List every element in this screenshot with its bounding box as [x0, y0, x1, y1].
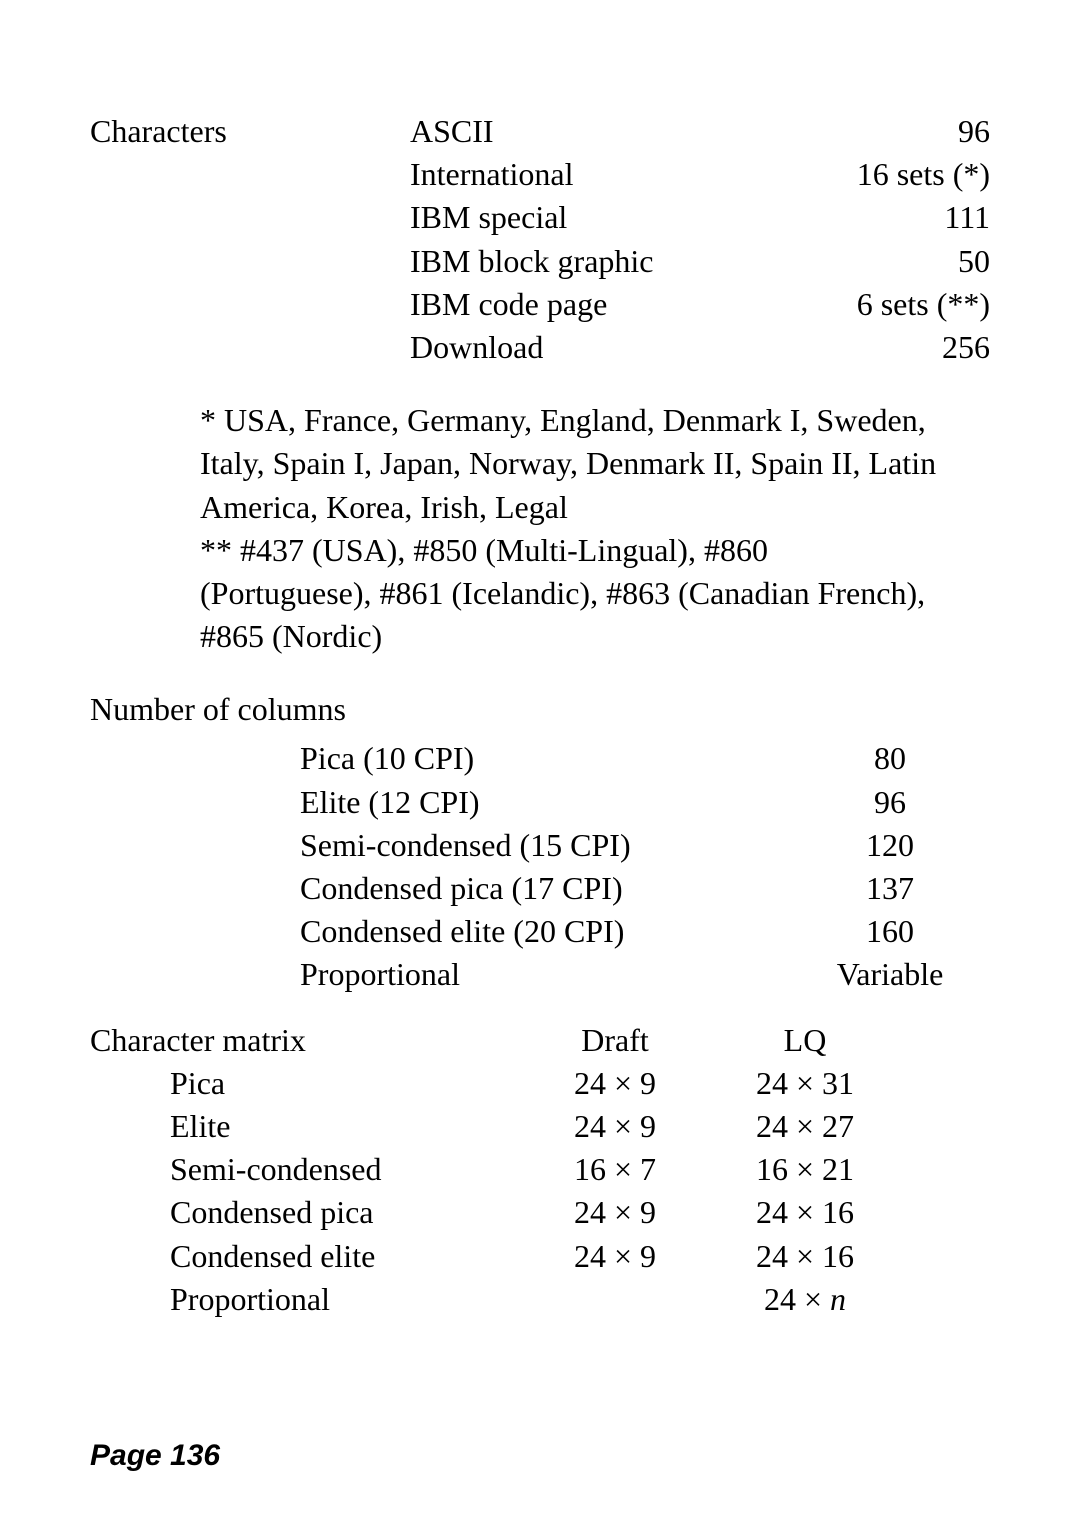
columns-value: 80	[790, 737, 990, 780]
matrix-title: Character matrix	[90, 1019, 520, 1062]
columns-value: Variable	[790, 953, 990, 996]
matrix-draft-value: 24 × 9	[520, 1105, 710, 1148]
columns-title: Number of columns	[90, 688, 990, 731]
columns-row: Elite (12 CPI) 96	[90, 781, 990, 824]
characters-row: International 16 sets (*)	[90, 153, 990, 196]
matrix-row: Semi-condensed 16 × 7 16 × 21	[90, 1148, 990, 1191]
matrix-name: Proportional	[90, 1278, 520, 1321]
columns-value: 96	[790, 781, 990, 824]
columns-row: Pica (10 CPI) 80	[90, 737, 990, 780]
footnote-1: * USA, France, Germany, England, Denmark…	[200, 399, 940, 529]
columns-row: Proportional Variable	[90, 953, 990, 996]
columns-value: 160	[790, 910, 990, 953]
columns-value: 137	[790, 867, 990, 910]
matrix-lq-value: 24 × 31	[710, 1062, 900, 1105]
footnote-block: * USA, France, Germany, England, Denmark…	[200, 399, 940, 658]
characters-row: IBM block graphic 50	[90, 240, 990, 283]
footnote-2: ** #437 (USA), #850 (Multi-Lingual), #86…	[200, 529, 940, 659]
page-number: Page 136	[90, 1439, 220, 1473]
columns-name: Elite (12 CPI)	[300, 781, 790, 824]
matrix-row: Pica 24 × 9 24 × 31	[90, 1062, 990, 1105]
matrix-lq-value: 16 × 21	[710, 1148, 900, 1191]
matrix-draft-value: 24 × 9	[520, 1191, 710, 1234]
characters-row: IBM special 111	[90, 196, 990, 239]
characters-name: Download	[410, 326, 790, 369]
characters-value: 16 sets (*)	[790, 153, 990, 196]
matrix-section: Pica 24 × 9 24 × 31 Elite 24 × 9 24 × 27…	[90, 1062, 990, 1321]
columns-name: Semi-condensed (15 CPI)	[300, 824, 790, 867]
matrix-name: Semi-condensed	[90, 1148, 520, 1191]
matrix-draft-value: 24 × 9	[520, 1235, 710, 1278]
matrix-header-row: Character matrix Draft LQ	[90, 1019, 990, 1062]
matrix-row: Condensed elite 24 × 9 24 × 16	[90, 1235, 990, 1278]
columns-row: Semi-condensed (15 CPI) 120	[90, 824, 990, 867]
matrix-head-draft: Draft	[520, 1019, 710, 1062]
characters-row: Characters ASCII 96	[90, 110, 990, 153]
characters-row: Download 256	[90, 326, 990, 369]
columns-name: Pica (10 CPI)	[300, 737, 790, 780]
characters-name: IBM block graphic	[410, 240, 790, 283]
matrix-row: Proportional 24 × n	[90, 1278, 990, 1321]
characters-value: 96	[790, 110, 990, 153]
columns-value: 120	[790, 824, 990, 867]
matrix-draft-value: 16 × 7	[520, 1148, 710, 1191]
matrix-lq-value: 24 × 27	[710, 1105, 900, 1148]
italic-n: n	[830, 1281, 846, 1317]
matrix-draft-value	[520, 1278, 710, 1321]
matrix-name: Elite	[90, 1105, 520, 1148]
characters-section: Characters ASCII 96 International 16 set…	[90, 110, 990, 369]
matrix-draft-value: 24 × 9	[520, 1062, 710, 1105]
matrix-row: Elite 24 × 9 24 × 27	[90, 1105, 990, 1148]
characters-name: IBM special	[410, 196, 790, 239]
characters-label: Characters	[90, 110, 410, 153]
matrix-lq-value: 24 × 16	[710, 1235, 900, 1278]
matrix-name: Condensed elite	[90, 1235, 520, 1278]
columns-row: Condensed elite (20 CPI) 160	[90, 910, 990, 953]
columns-name: Condensed pica (17 CPI)	[300, 867, 790, 910]
matrix-row: Condensed pica 24 × 9 24 × 16	[90, 1191, 990, 1234]
characters-value: 256	[790, 326, 990, 369]
matrix-head-lq: LQ	[710, 1019, 900, 1062]
characters-value: 50	[790, 240, 990, 283]
columns-name: Proportional	[300, 953, 790, 996]
characters-name: International	[410, 153, 790, 196]
matrix-name: Condensed pica	[90, 1191, 520, 1234]
characters-name: ASCII	[410, 110, 790, 153]
page-body: Characters ASCII 96 International 16 set…	[0, 0, 1080, 1321]
matrix-lq-value: 24 × n	[710, 1278, 900, 1321]
matrix-name: Pica	[90, 1062, 520, 1105]
columns-name: Condensed elite (20 CPI)	[300, 910, 790, 953]
matrix-lq-value: 24 × 16	[710, 1191, 900, 1234]
characters-row: IBM code page 6 sets (**)	[90, 283, 990, 326]
characters-value: 6 sets (**)	[790, 283, 990, 326]
columns-section: Pica (10 CPI) 80 Elite (12 CPI) 96 Semi-…	[90, 737, 990, 996]
characters-value: 111	[790, 196, 990, 239]
columns-row: Condensed pica (17 CPI) 137	[90, 867, 990, 910]
characters-name: IBM code page	[410, 283, 790, 326]
